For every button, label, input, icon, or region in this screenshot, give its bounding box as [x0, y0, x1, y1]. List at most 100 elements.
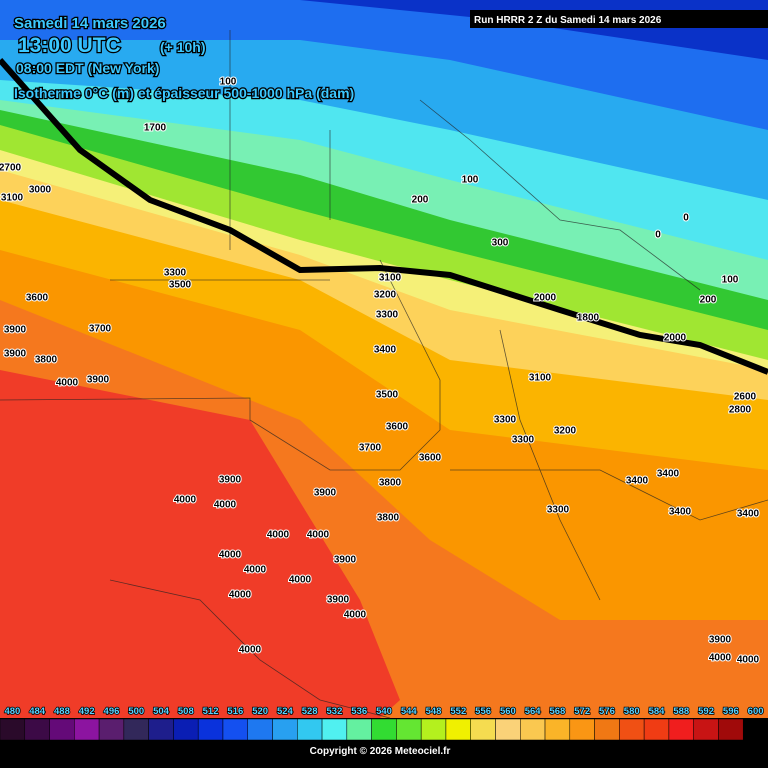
run-box — [470, 10, 768, 28]
contour-label: 3800 — [379, 478, 402, 489]
contour-label: 3500 — [376, 390, 399, 401]
legend-label: 580 — [624, 706, 640, 717]
legend-swatch — [49, 718, 75, 741]
contour-label: 3300 — [547, 505, 570, 516]
contour-label: 4000 — [244, 565, 267, 576]
legend-label: 568 — [549, 706, 565, 717]
copyright: Copyright © 2026 Meteociel.fr — [310, 746, 451, 757]
contour-label: 4000 — [307, 530, 330, 541]
legend-label: 544 — [401, 706, 418, 717]
legend-label: 480 — [4, 706, 20, 717]
contour-label: 4000 — [239, 645, 262, 656]
date: Samedi 14 mars 2026 — [14, 15, 166, 32]
contour-label: 3300 — [512, 435, 535, 446]
contour-label: 4000 — [214, 500, 237, 511]
contour-label: 100 — [220, 77, 237, 88]
legend-label: 536 — [351, 706, 367, 717]
contour-label: 3900 — [709, 635, 732, 646]
contour-label: 3900 — [327, 595, 350, 606]
legend-swatch — [0, 718, 26, 741]
contour-label: 0 — [683, 213, 689, 224]
legend-label: 508 — [178, 706, 194, 717]
contour-label: 3900 — [334, 555, 357, 566]
legend-label: 496 — [104, 706, 120, 717]
legend-label: 532 — [327, 706, 343, 717]
contour-label: 2000 — [534, 293, 557, 304]
contour-label: 3800 — [377, 513, 400, 524]
legend-label: 560 — [500, 706, 516, 717]
contour-label: 2000 — [664, 333, 687, 344]
legend-swatch — [247, 718, 273, 741]
offset: (+ 10h) — [160, 39, 206, 55]
legend-swatch — [371, 718, 397, 741]
legend-swatch — [619, 718, 645, 741]
legend-swatch — [173, 718, 199, 741]
contour-label: 300 — [492, 238, 509, 249]
contour-label: 2600 — [734, 392, 757, 403]
contour-label: 4000 — [267, 530, 290, 541]
contour-label: 2800 — [729, 405, 752, 416]
contour-label: 3400 — [669, 507, 692, 518]
legend-label: 548 — [426, 706, 442, 717]
contour-label: 3100 — [1, 193, 24, 204]
contour-label: 3400 — [626, 476, 649, 487]
legend-label: 512 — [203, 706, 219, 717]
legend-swatch — [222, 718, 248, 741]
contour-label: 4000 — [344, 610, 367, 621]
legend-swatch — [297, 718, 323, 741]
contour-label: 3400 — [737, 509, 760, 520]
contour-label: 3900 — [4, 349, 27, 360]
contour-label: 3800 — [35, 355, 58, 366]
legend-swatch — [495, 718, 521, 741]
legend-swatch — [718, 718, 744, 741]
contour-label: 3600 — [419, 453, 442, 464]
legend-label: 552 — [450, 706, 466, 717]
legend-swatch — [470, 718, 496, 741]
contour-label: 3300 — [494, 415, 517, 426]
legend-label: 528 — [302, 706, 318, 717]
legend-swatch — [148, 718, 174, 741]
contour-label: 3300 — [164, 268, 187, 279]
legend-swatch — [272, 718, 298, 741]
contour-label: 3400 — [374, 345, 397, 356]
legend: 480 484 488 492 496 500 504 508 512 516 520 524 528 5… — [0, 705, 768, 741]
contour-label: 3100 — [529, 373, 552, 384]
contour-label: 3200 — [554, 426, 577, 437]
contour-label: 1700 — [144, 123, 167, 134]
legend-label: 596 — [723, 706, 739, 717]
footer — [0, 740, 768, 768]
legend-swatch — [321, 718, 348, 741]
map-field — [0, 0, 768, 719]
legend-swatch — [445, 718, 471, 741]
contour-label: 3700 — [89, 324, 112, 335]
legend-swatch — [569, 718, 595, 741]
legend-swatch — [742, 718, 768, 741]
contour-label: 3900 — [219, 475, 242, 486]
legend-swatch — [420, 718, 447, 741]
contour-label: 4000 — [289, 575, 312, 586]
legend-swatch — [74, 718, 100, 741]
legend-swatch — [197, 718, 224, 741]
legend-label: 600 — [748, 706, 764, 717]
contour-label: 3000 — [29, 185, 52, 196]
legend-swatch — [396, 718, 422, 741]
contour-label: 200 — [412, 195, 429, 206]
local-time: 08:00 EDT (New York) — [16, 60, 159, 76]
legend-swatch — [520, 718, 546, 741]
contour-label: 3900 — [87, 375, 110, 386]
legend-swatch — [123, 718, 149, 741]
legend-swatch — [544, 718, 571, 741]
contour-label: 4000 — [709, 653, 732, 664]
contour-label: 3400 — [657, 469, 680, 480]
contour-label: 100 — [462, 175, 479, 186]
contour-label: 0 — [655, 230, 661, 241]
legend-label: 524 — [277, 706, 294, 717]
contour-label: 100 — [722, 275, 739, 286]
legend-label: 588 — [673, 706, 689, 717]
contour-label: 3700 — [359, 443, 382, 454]
legend-label: 592 — [698, 706, 714, 717]
legend-label: 576 — [599, 706, 615, 717]
legend-swatch — [643, 718, 670, 741]
legend-label: 564 — [525, 706, 542, 717]
